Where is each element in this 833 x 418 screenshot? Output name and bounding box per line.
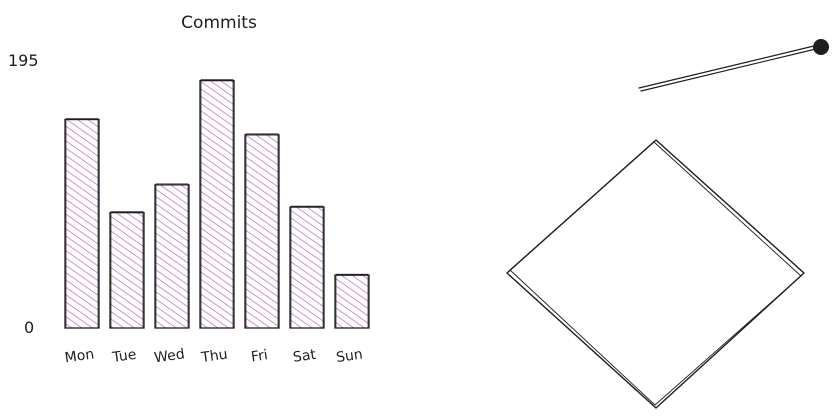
bar-wed bbox=[154, 184, 190, 329]
x-label-fri: Fri bbox=[250, 347, 269, 365]
bar-sketch-wed bbox=[155, 183, 189, 329]
bar-tue bbox=[109, 212, 145, 329]
chart-title: Commits bbox=[181, 13, 257, 33]
bar-sketch-thu bbox=[200, 79, 234, 329]
diamond-outline-sketch bbox=[509, 141, 802, 406]
bar-sun bbox=[334, 274, 370, 329]
x-label-thu: Thu bbox=[199, 347, 228, 367]
bar-sketch-tue bbox=[110, 211, 144, 329]
y-axis-max-label: 195 bbox=[8, 51, 39, 70]
bar-mon bbox=[64, 118, 100, 329]
x-label-sun: Sun bbox=[335, 347, 364, 367]
x-axis-labels: Mon Tue Wed Thu Fri Sat Sun bbox=[64, 346, 364, 366]
x-label-tue: Tue bbox=[111, 347, 138, 366]
bar-sketch-sat bbox=[290, 205, 324, 329]
bars-layer bbox=[64, 79, 370, 329]
bar-sketch-fri bbox=[245, 133, 279, 329]
line-stroke bbox=[638, 44, 821, 92]
y-axis-min-label: 0 bbox=[24, 318, 34, 337]
arrow-line[interactable] bbox=[638, 39, 829, 92]
line-end-dot bbox=[813, 39, 829, 55]
bar-fri bbox=[244, 134, 280, 329]
diamond-shape[interactable] bbox=[506, 139, 805, 409]
x-label-sat: Sat bbox=[292, 347, 317, 366]
bar-chart[interactable]: Commits 195 0 Mon Tue Wed Thu Fri Sat Sun bbox=[8, 13, 370, 366]
bar-thu bbox=[199, 79, 235, 329]
bar-sat bbox=[289, 206, 325, 329]
bar-sketch-sun bbox=[335, 273, 369, 329]
x-label-mon: Mon bbox=[64, 346, 95, 366]
x-label-wed: Wed bbox=[153, 346, 185, 366]
bar-sketch-mon bbox=[65, 118, 99, 329]
diamond-outline bbox=[506, 139, 805, 409]
